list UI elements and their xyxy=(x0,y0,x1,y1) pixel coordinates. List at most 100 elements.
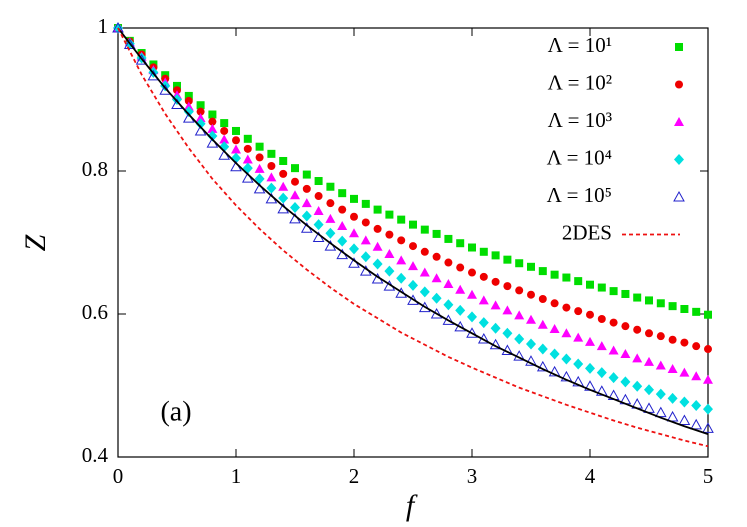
data-point xyxy=(644,356,654,366)
data-point xyxy=(255,153,264,162)
data-point xyxy=(491,251,500,260)
data-point xyxy=(645,296,653,305)
data-line xyxy=(117,27,709,435)
data-point xyxy=(302,170,311,179)
x-axis-label: f xyxy=(406,489,418,522)
data-point xyxy=(184,96,193,105)
data-point xyxy=(384,265,395,277)
data-point xyxy=(608,372,619,384)
data-point xyxy=(633,325,642,334)
data-point xyxy=(667,364,678,374)
data-point xyxy=(409,242,417,251)
data-point xyxy=(254,163,265,173)
data-point xyxy=(668,335,677,344)
data-point xyxy=(279,169,288,178)
data-point xyxy=(502,327,513,339)
data-point xyxy=(301,198,312,208)
data-point xyxy=(704,310,712,319)
data-point xyxy=(550,299,559,308)
data-point xyxy=(703,374,713,384)
data-point xyxy=(326,199,335,208)
data-point xyxy=(691,371,702,381)
data-point xyxy=(503,282,512,291)
data-point xyxy=(514,333,525,345)
data-point xyxy=(562,303,571,312)
data-point xyxy=(431,292,442,304)
data-point xyxy=(679,367,690,377)
data-point xyxy=(632,353,643,363)
data-point xyxy=(313,206,324,216)
data-point xyxy=(656,299,665,308)
data-point xyxy=(409,220,417,229)
data-point xyxy=(586,310,594,319)
data-point xyxy=(490,322,501,334)
data-point xyxy=(632,380,643,392)
data-point xyxy=(585,362,595,374)
data-point xyxy=(291,177,299,186)
data-point xyxy=(123,38,136,49)
data-point xyxy=(561,328,572,338)
data-point xyxy=(385,230,394,239)
data-point xyxy=(350,212,358,221)
data-point xyxy=(242,154,253,164)
data-point xyxy=(267,161,276,170)
data-point xyxy=(254,173,265,185)
data-point xyxy=(704,345,712,354)
data-point xyxy=(290,201,300,213)
data-point xyxy=(302,184,311,193)
data-point xyxy=(361,218,370,227)
data-point xyxy=(574,307,583,316)
data-point xyxy=(654,406,667,418)
data-point xyxy=(408,261,418,271)
data-point xyxy=(515,259,524,268)
data-point xyxy=(666,410,679,422)
data-point xyxy=(418,301,431,313)
data-point xyxy=(208,117,217,126)
data-point xyxy=(444,234,453,243)
data-point xyxy=(691,400,702,412)
data-point xyxy=(373,224,382,233)
data-point xyxy=(468,243,476,252)
data-point xyxy=(231,144,241,154)
plot-frame xyxy=(117,27,709,458)
data-point xyxy=(538,267,547,276)
data-point xyxy=(573,332,584,342)
data-point xyxy=(243,144,252,153)
annotation: (a) xyxy=(160,396,191,427)
data-point xyxy=(597,283,606,292)
data-point xyxy=(196,107,205,116)
data-point xyxy=(456,239,465,248)
data-point xyxy=(491,277,500,286)
data-point xyxy=(550,270,559,279)
data-point xyxy=(396,255,407,265)
data-point xyxy=(372,258,383,270)
data-point xyxy=(702,422,714,433)
data-point xyxy=(667,392,678,404)
data-point xyxy=(548,365,561,377)
y-axis-label: Z xyxy=(19,234,52,251)
legend-marker xyxy=(675,43,683,51)
data-point xyxy=(196,101,205,110)
data-point xyxy=(703,403,713,415)
data-point xyxy=(325,213,336,223)
data-point xyxy=(514,310,525,320)
data-point xyxy=(621,289,630,298)
data-point xyxy=(609,318,618,327)
data-point xyxy=(549,324,560,334)
data-point xyxy=(430,307,443,319)
data-point xyxy=(537,343,548,355)
data-point xyxy=(536,360,549,372)
legend-marker xyxy=(674,117,684,126)
data-point xyxy=(443,299,454,311)
data-point xyxy=(692,342,701,351)
data-point xyxy=(207,123,218,133)
data-point xyxy=(467,311,477,323)
data-point xyxy=(586,280,594,289)
data-point xyxy=(644,384,654,396)
data-point xyxy=(432,252,441,261)
data-point xyxy=(597,315,606,324)
legend-label: Λ = 10⁵ xyxy=(547,183,612,207)
data-point xyxy=(443,278,454,288)
data-point xyxy=(385,210,394,219)
x-tick-label: 4 xyxy=(585,464,596,488)
